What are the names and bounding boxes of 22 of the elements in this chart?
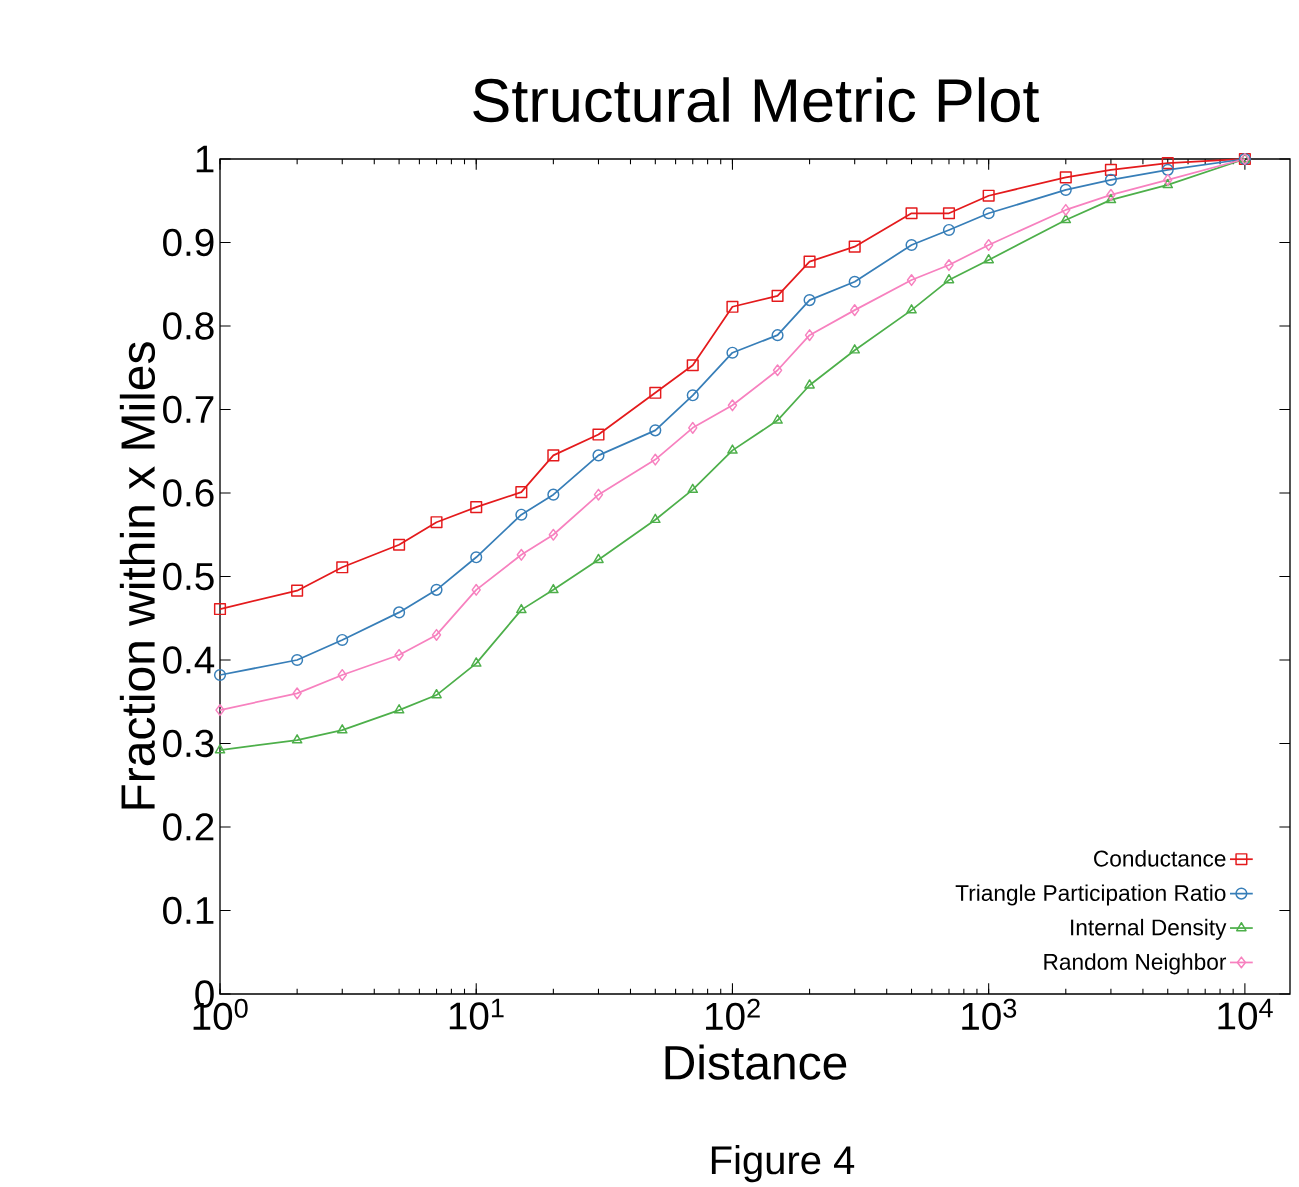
y-tick-label: 0.2 xyxy=(163,813,214,841)
x-axis-title: Distance xyxy=(665,1044,847,1080)
x-tick-label: 10$^{1}$ xyxy=(449,998,504,1030)
y-tick-label: 0.9 xyxy=(163,228,214,257)
y-tick-label: 0.8 xyxy=(163,312,214,340)
caption: Figure 4 xyxy=(711,1144,855,1183)
x-tick-label: 10$^{4}$ xyxy=(1218,998,1273,1030)
y-tick-label: 0.1 xyxy=(163,896,214,925)
x-tick-label: 10$^{3}$ xyxy=(962,998,1017,1031)
y-tick-label: 0.4 xyxy=(163,646,215,674)
legend-label: Triangle Participation Ratio xyxy=(955,884,1226,906)
legend-label: Conductance xyxy=(1094,849,1226,867)
legend-label: Internal Density xyxy=(1071,918,1227,940)
x-tick-label: 10$^{2}$ xyxy=(706,998,760,1031)
y-tick-label: 0.3 xyxy=(163,729,214,758)
chart-title: Structural Metric Plot xyxy=(473,77,1040,123)
y-tick-label: 1 xyxy=(196,145,214,173)
y-tick-label: 0.6 xyxy=(163,479,214,507)
legend-label: Random Neighbor xyxy=(1044,953,1227,975)
y-axis-title: Fraction within x Miles xyxy=(119,342,156,809)
y-tick-label: 0.7 xyxy=(163,395,214,424)
y-tick-label: 0.5 xyxy=(163,562,214,591)
